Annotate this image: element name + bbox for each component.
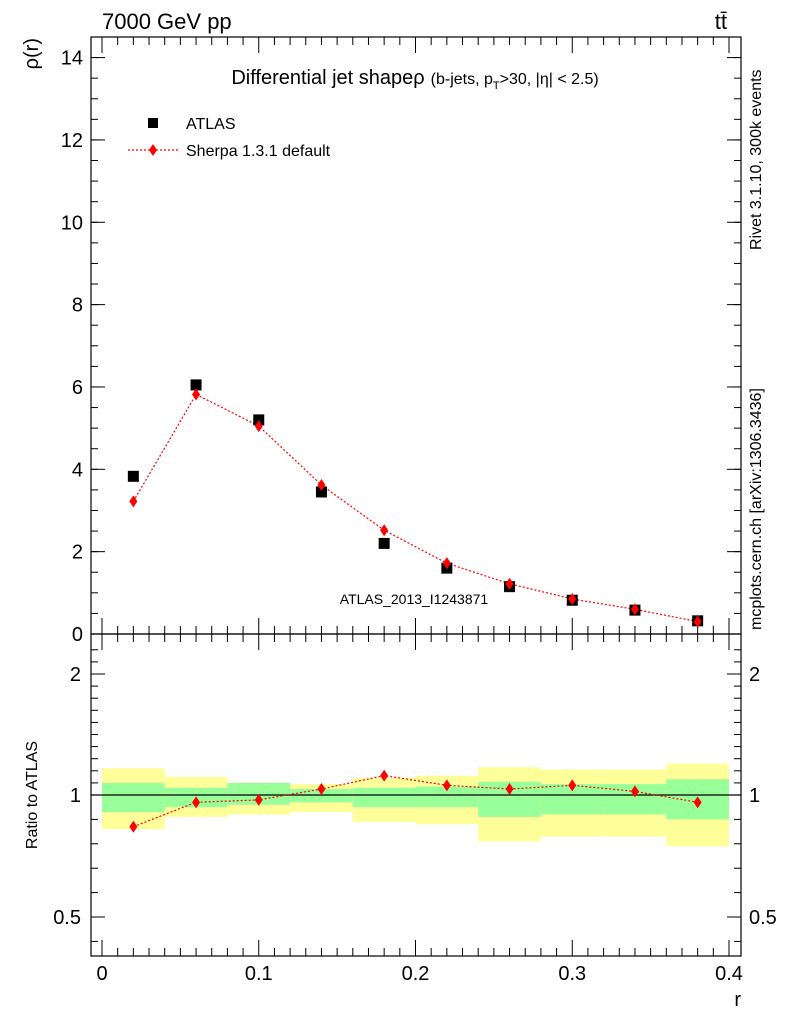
sherpa-point bbox=[192, 388, 201, 401]
x-tick-label: 0.2 bbox=[402, 963, 430, 985]
atlas-point bbox=[378, 537, 390, 549]
x-tick-label: 0.1 bbox=[245, 963, 273, 985]
ratio-y-tick-label: 2 bbox=[70, 664, 81, 686]
ratio-stat-band bbox=[102, 782, 165, 813]
legend: ATLAS Sherpa 1.3.1 default bbox=[128, 116, 331, 160]
ratio-y-tick-label: 0.5 bbox=[53, 907, 81, 929]
atlas-point bbox=[315, 486, 327, 498]
ratio-sherpa-point bbox=[568, 779, 577, 792]
main-x-ticks bbox=[101, 37, 730, 634]
main-y-tick-label: 10 bbox=[61, 212, 83, 234]
main-points bbox=[127, 379, 704, 628]
x-tick-label: 0.3 bbox=[558, 963, 586, 985]
sherpa-point bbox=[630, 603, 639, 616]
x-tick-label: 0.4 bbox=[715, 963, 743, 985]
ratio-sherpa-point bbox=[129, 820, 138, 833]
legend-sherpa-label: Sherpa 1.3.1 default bbox=[186, 143, 331, 160]
ratio-sherpa-line bbox=[133, 774, 698, 828]
x-axis-label: r bbox=[734, 989, 741, 1011]
chart-title-main: Differential jet shapeρ bbox=[231, 67, 424, 89]
chart-title-sub-rest: >30, |η| < 2.5) bbox=[500, 71, 599, 88]
ratio-y-axis-label: Ratio to ATLAS bbox=[24, 741, 41, 849]
ratio-y-tick-label-right: 1 bbox=[749, 785, 760, 807]
x-tick-label: 0 bbox=[96, 963, 107, 985]
main-y-tick-label: 6 bbox=[72, 377, 83, 399]
ratio-x-ticks: 0 0.1 0.2 0.3 0.4 bbox=[96, 634, 743, 985]
main-y-axis-label: ρ(r) bbox=[21, 38, 43, 69]
ratio-y-tick-label-right: 2 bbox=[749, 664, 760, 686]
main-y-tick-label: 8 bbox=[72, 295, 83, 317]
sherpa-point bbox=[129, 495, 138, 508]
ratio-sherpa-point bbox=[442, 779, 451, 792]
atlas-point bbox=[190, 379, 202, 391]
mcplots-label: mcplots.cern.ch [arXiv:1306.3436] bbox=[748, 388, 765, 630]
main-panel: 0 2 4 6 8 10 12 14 ρ(r) Differential jet shapeρ… bbox=[21, 36, 742, 646]
sherpa-point bbox=[380, 524, 389, 537]
chart-title: Differential jet shapeρ (b-jets, pT>30, |… bbox=[231, 67, 598, 92]
ratio-stat-band bbox=[415, 786, 479, 808]
sherpa-point bbox=[568, 593, 577, 606]
ratio-sherpa-point bbox=[693, 796, 702, 809]
sherpa-point bbox=[317, 478, 326, 491]
ratio-sherpa-point bbox=[192, 796, 201, 809]
atlas-point bbox=[253, 414, 265, 426]
legend-atlas-marker bbox=[148, 118, 158, 128]
ratio-panel: 0.5 0.51 12 2 0 0.1 0.2 0.3 0.4 Ratio to ATLAS … bbox=[24, 633, 777, 1011]
main-y-ticks: 0 2 4 6 8 10 12 14 bbox=[61, 36, 741, 646]
sherpa-point bbox=[442, 557, 451, 570]
legend-atlas-label: ATLAS bbox=[186, 116, 236, 133]
main-y-tick-label: 14 bbox=[61, 48, 83, 70]
chart-title-sub-index: T bbox=[493, 80, 500, 92]
ratio-sherpa-point bbox=[317, 782, 326, 795]
chart-title-sub: (b-jets, p bbox=[431, 71, 493, 88]
sherpa-point bbox=[254, 420, 263, 433]
ratio-stat-band bbox=[352, 787, 416, 808]
ratio-sherpa-point bbox=[254, 793, 263, 806]
process-label: tt̄ bbox=[715, 9, 727, 34]
ratio-sherpa-point bbox=[380, 769, 389, 782]
main-y-tick-label: 2 bbox=[72, 542, 83, 564]
energy-label: 7000 GeV pp bbox=[102, 9, 232, 34]
ratio-sherpa-point bbox=[630, 785, 639, 798]
sherpa-point bbox=[693, 615, 702, 628]
analysis-label: ATLAS_2013_I1243871 bbox=[340, 591, 489, 607]
main-y-tick-label: 4 bbox=[72, 459, 83, 481]
ratio-y-ticks: 0.5 0.5 1 1 2 2 bbox=[53, 649, 777, 942]
atlas-point bbox=[127, 470, 139, 482]
ratio-points bbox=[129, 769, 702, 833]
main-y-tick-label: 0 bbox=[72, 624, 83, 646]
ratio-y-tick-label: 1 bbox=[70, 785, 81, 807]
rivet-label: Rivet 3.1.10, 300k events bbox=[748, 69, 765, 250]
ratio-stat-band bbox=[227, 782, 291, 805]
ratio-sherpa-point bbox=[505, 782, 514, 795]
main-y-tick-label: 12 bbox=[61, 130, 83, 152]
sherpa-point bbox=[505, 577, 514, 590]
ratio-y-tick-label-right: 0.5 bbox=[749, 907, 777, 929]
sherpa-line bbox=[132, 393, 698, 623]
legend-sherpa-marker bbox=[149, 144, 157, 156]
